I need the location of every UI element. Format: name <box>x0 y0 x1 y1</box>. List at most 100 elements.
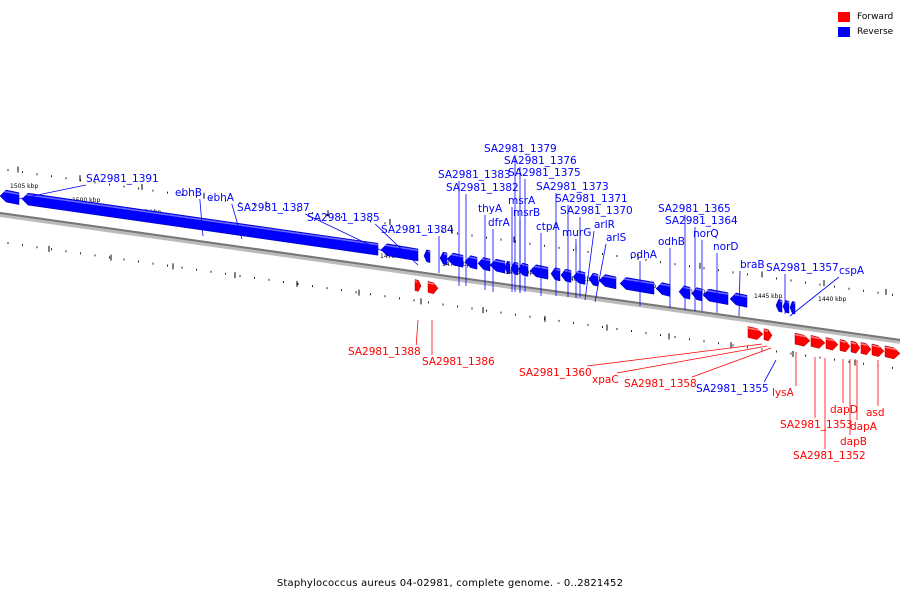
gene-label: norD <box>713 241 738 253</box>
gene-label: lysA <box>772 387 795 399</box>
gene-label: asd <box>866 407 885 419</box>
scale-label: 1505 kbp <box>10 183 38 190</box>
gene-arrow-highlight <box>427 250 431 253</box>
gene-arrow-forward <box>810 335 826 349</box>
gene-arrow-highlight <box>706 289 729 295</box>
gene-leader-line <box>231 203 243 240</box>
backbone-shadow <box>0 212 900 344</box>
scale-label: 1440 kbp <box>818 296 846 303</box>
gene-arrow-highlight <box>450 253 464 258</box>
scale-label: 1500 kbp <box>72 197 100 204</box>
gene-label: SA2981_1387 <box>237 202 310 214</box>
gene-arrow-highlight <box>659 283 671 287</box>
gene-leader-line <box>587 343 763 367</box>
gene-arrow-highlight <box>884 346 897 351</box>
gene-arrow-highlight <box>493 259 506 264</box>
gene-arrow-highlight <box>592 273 599 277</box>
gene-label: SA2981_1365 <box>658 203 731 215</box>
gene-arrow-forward <box>794 332 811 347</box>
gene-label: SA2981_1391 <box>86 173 159 185</box>
gene-arrow-highlight <box>786 301 790 304</box>
gene-arrow-forward <box>839 339 851 353</box>
legend-label-forward: Forward <box>857 11 894 22</box>
legend-item-forward: Forward <box>838 9 893 24</box>
gene-label: SA2981_1388 <box>348 346 421 358</box>
gene-arrow-highlight <box>682 286 691 290</box>
gene-label: SA2981_1385 <box>307 212 380 224</box>
gene-label: SA2981_1357 <box>766 262 839 274</box>
gene-label: arlR <box>594 219 615 231</box>
gene-arrow-highlight <box>443 252 448 256</box>
gene-label: SA2981_1353 <box>780 419 853 431</box>
gene-arrow-forward <box>427 281 439 295</box>
gene-label: SA2981_1376 <box>504 155 577 167</box>
gene-arrow-highlight <box>747 327 760 331</box>
gene-leader-line <box>17 184 87 200</box>
gene-arrow-highlight <box>695 288 703 292</box>
legend-label-reverse: Reverse <box>857 26 894 37</box>
legend-item-reverse: Reverse <box>838 24 893 39</box>
backbone <box>0 212 900 341</box>
gene-label: SA2981_1370 <box>560 205 633 217</box>
gene-arrow-reverse <box>550 267 561 282</box>
scale-label: 1450 kbp <box>690 289 718 296</box>
scale-label: 1445 kbp <box>754 293 782 300</box>
gene-arrow-highlight <box>860 343 868 347</box>
gene-leader-line <box>199 198 204 237</box>
gene-arrow-reverse <box>619 277 655 295</box>
gene-label: ctpA <box>536 221 561 233</box>
gene-arrow-forward <box>763 328 773 342</box>
gene-label: norQ <box>693 228 719 240</box>
gene-leader-line <box>374 223 419 266</box>
gene-arrow-reverse <box>588 272 599 287</box>
gene-arrow-highlight <box>871 344 881 348</box>
gene-arrow-highlight <box>733 293 748 298</box>
gene-arrow-highlight <box>602 275 617 280</box>
gene-arrow-forward <box>860 342 872 356</box>
gene-leader-line <box>594 243 607 303</box>
gene-leader-line <box>789 276 840 317</box>
gene-arrow-forward <box>850 340 861 354</box>
gene-label: SA2981_1383 <box>438 169 511 181</box>
genome-caption: Staphylococcus aureus 04-02981, complete… <box>276 578 624 589</box>
gene-arrow-reverse <box>504 260 511 275</box>
gene-label: msrB <box>513 207 540 219</box>
gene-label: SA2981_1358 <box>624 378 697 390</box>
gene-arrow-forward <box>884 345 900 360</box>
gene-label: arlS <box>606 232 627 244</box>
gene-leader-line <box>763 359 777 383</box>
gene-label: msrA <box>508 195 536 207</box>
gene-label: SA2981_1371 <box>555 193 628 205</box>
gene-arrow-highlight <box>3 190 20 195</box>
gene-arrow-highlight <box>384 244 419 252</box>
gene-arrow-highlight <box>481 258 491 262</box>
gene-arrow-reverse <box>560 268 572 283</box>
gene-arrow-forward <box>414 279 422 292</box>
forward-swatch <box>838 11 850 22</box>
gene-arrow-highlight <box>508 262 511 265</box>
scale-label: 1465 kbp <box>505 269 533 276</box>
gene-arrow-highlight <box>623 278 655 285</box>
gene-arrow-highlight <box>25 193 379 246</box>
gene-label: ebhB <box>175 187 202 199</box>
gene-leader-line <box>616 345 768 374</box>
gene-label: SA2981_1364 <box>665 215 738 227</box>
gene-arrow-highlight <box>576 271 586 275</box>
gene-label: braB <box>740 259 765 271</box>
gene-arrow-forward <box>825 337 839 351</box>
gene-label: dapB <box>840 436 867 448</box>
gene-label: SA2981_1352 <box>793 450 866 462</box>
gene-label: ebhA <box>207 192 235 204</box>
legend: Forward Reverse <box>838 9 893 39</box>
gene-arrow-highlight <box>763 329 769 333</box>
gene-label: odhB <box>658 236 685 248</box>
gene-arrow-highlight <box>810 336 822 340</box>
gene-leader-line <box>692 347 772 378</box>
gene-label: SA2981_1355 <box>696 383 769 395</box>
gene-arrow-highlight <box>779 300 783 303</box>
gene-label: dapD <box>830 404 858 416</box>
reverse-swatch <box>838 26 850 37</box>
gene-leader-line <box>415 319 419 346</box>
